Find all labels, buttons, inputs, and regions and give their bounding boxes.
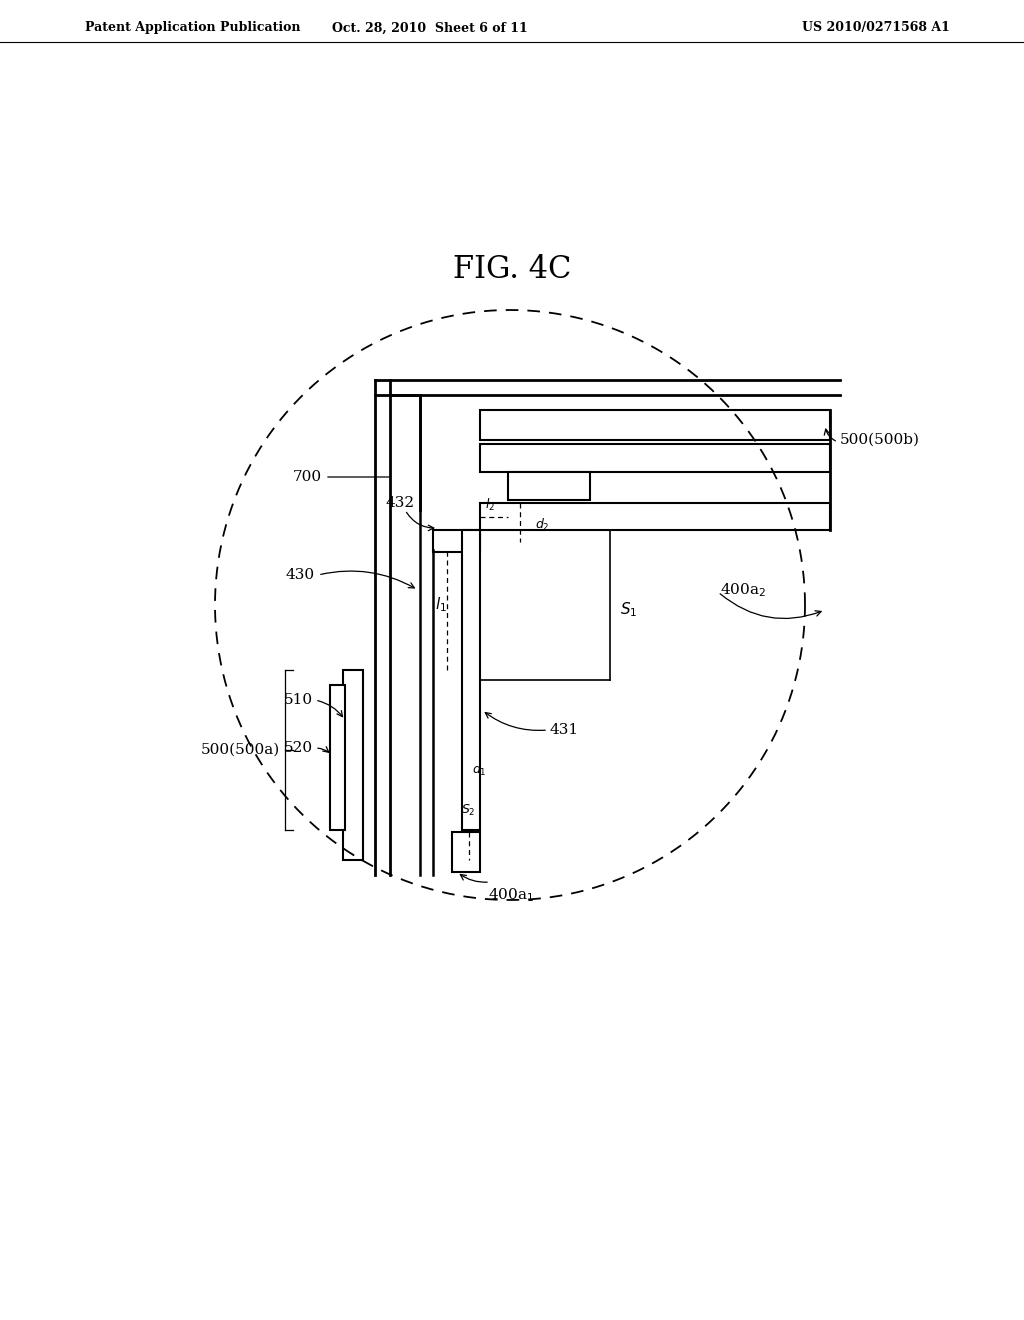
Text: $l_1$: $l_1$ bbox=[435, 595, 446, 614]
Text: 430: 430 bbox=[286, 568, 315, 582]
Bar bbox=[433, 531, 480, 552]
Text: $l_2$: $l_2$ bbox=[485, 496, 495, 513]
Text: 500(500a): 500(500a) bbox=[201, 743, 280, 756]
Text: 520: 520 bbox=[284, 741, 313, 755]
Text: 700: 700 bbox=[293, 470, 322, 484]
Text: Oct. 28, 2010  Sheet 6 of 11: Oct. 28, 2010 Sheet 6 of 11 bbox=[332, 21, 528, 34]
Bar bbox=[343, 671, 362, 861]
Text: $S_2$: $S_2$ bbox=[461, 803, 475, 817]
Bar bbox=[480, 503, 830, 531]
Text: 500(500b): 500(500b) bbox=[840, 433, 920, 447]
Bar bbox=[452, 832, 480, 873]
Text: 400a$_2$: 400a$_2$ bbox=[720, 581, 766, 599]
Bar bbox=[330, 685, 345, 830]
Text: 431: 431 bbox=[550, 723, 580, 737]
Text: 400a$_1$: 400a$_1$ bbox=[488, 886, 535, 904]
Bar bbox=[480, 411, 830, 440]
Bar bbox=[480, 444, 830, 473]
Text: 432: 432 bbox=[385, 496, 415, 510]
Text: Patent Application Publication: Patent Application Publication bbox=[85, 21, 300, 34]
Text: 510: 510 bbox=[284, 693, 313, 708]
Bar bbox=[508, 473, 590, 500]
Bar bbox=[462, 531, 480, 830]
Text: $d_2$: $d_2$ bbox=[535, 517, 550, 533]
Text: FIG. 4C: FIG. 4C bbox=[453, 255, 571, 285]
Text: $S_1$: $S_1$ bbox=[620, 601, 637, 619]
Text: $d_1$: $d_1$ bbox=[472, 762, 486, 777]
Text: US 2010/0271568 A1: US 2010/0271568 A1 bbox=[802, 21, 950, 34]
